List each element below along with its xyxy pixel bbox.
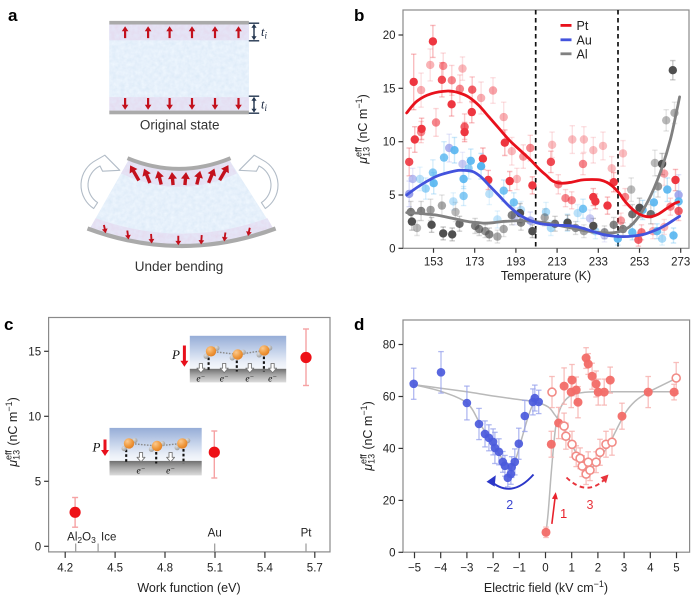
svg-text:1: 1 — [568, 563, 574, 575]
svg-text:3: 3 — [621, 563, 627, 575]
svg-text:Al2O3: Al2O3 — [67, 532, 96, 546]
svg-text:e−: e− — [137, 465, 146, 477]
svg-text:5: 5 — [35, 476, 41, 488]
svg-text:0: 0 — [35, 541, 41, 553]
svg-text:Pt: Pt — [577, 19, 589, 33]
svg-text:4.5: 4.5 — [107, 562, 123, 574]
svg-text:5.4: 5.4 — [257, 562, 274, 574]
svg-text:Under bending: Under bending — [135, 259, 224, 274]
svg-text:10: 10 — [383, 137, 396, 149]
svg-text:5.7: 5.7 — [307, 562, 323, 574]
svg-text:0: 0 — [389, 243, 395, 255]
svg-text:ti: ti — [261, 98, 267, 114]
svg-text:233: 233 — [589, 256, 608, 268]
svg-text:173: 173 — [465, 256, 484, 268]
svg-text:e−: e− — [166, 465, 175, 477]
svg-text:μ13eff (nC m−1): μ13eff (nC m−1) — [4, 397, 22, 468]
svg-text:5: 5 — [389, 190, 395, 202]
svg-text:10: 10 — [28, 411, 41, 423]
svg-text:e−: e− — [268, 373, 277, 385]
svg-text:4.8: 4.8 — [157, 562, 173, 574]
svg-text:−2: −2 — [487, 563, 500, 575]
svg-text:15: 15 — [28, 346, 41, 358]
svg-text:1: 1 — [560, 506, 567, 521]
svg-text:Pt: Pt — [301, 528, 313, 540]
svg-text:a: a — [8, 6, 18, 25]
svg-text:Electric field (kV cm−1): Electric field (kV cm−1) — [484, 579, 608, 595]
svg-text:P: P — [171, 347, 180, 362]
svg-text:0: 0 — [542, 563, 548, 575]
svg-text:153: 153 — [424, 256, 443, 268]
svg-text:e−: e− — [220, 373, 229, 385]
svg-text:2: 2 — [506, 498, 513, 512]
svg-text:20: 20 — [383, 495, 396, 507]
svg-text:40: 40 — [383, 443, 396, 455]
svg-text:ti: ti — [261, 25, 267, 41]
svg-text:2: 2 — [595, 563, 601, 575]
svg-text:Temperature (K): Temperature (K) — [501, 269, 591, 283]
svg-text:4: 4 — [647, 563, 654, 575]
svg-text:Original state: Original state — [140, 118, 220, 133]
svg-text:e−: e− — [245, 373, 254, 385]
svg-text:Work function (eV): Work function (eV) — [137, 581, 240, 595]
svg-text:4.2: 4.2 — [57, 562, 73, 574]
svg-text:273: 273 — [671, 256, 690, 268]
svg-text:−1: −1 — [513, 563, 526, 575]
svg-text:3: 3 — [587, 498, 594, 512]
svg-text:P: P — [92, 440, 101, 455]
svg-text:Ice: Ice — [101, 532, 116, 544]
svg-text:193: 193 — [506, 256, 525, 268]
svg-text:80: 80 — [383, 340, 396, 352]
svg-text:−5: −5 — [408, 563, 421, 575]
svg-text:213: 213 — [548, 256, 567, 268]
svg-text:Al: Al — [577, 47, 588, 61]
svg-text:60: 60 — [383, 392, 396, 404]
svg-text:−4: −4 — [434, 563, 448, 575]
svg-text:5: 5 — [673, 563, 679, 575]
svg-text:e−: e− — [196, 373, 205, 385]
svg-text:Au: Au — [577, 33, 592, 47]
svg-text:d: d — [354, 315, 364, 334]
svg-text:μ13eff (nC m−1): μ13eff (nC m−1) — [359, 401, 377, 472]
svg-text:−3: −3 — [460, 563, 473, 575]
svg-text:253: 253 — [630, 256, 649, 268]
svg-text:b: b — [354, 6, 364, 25]
svg-text:5.1: 5.1 — [207, 562, 223, 574]
svg-text:c: c — [4, 315, 13, 334]
svg-text:μ13eff (nC m−1): μ13eff (nC m−1) — [354, 94, 372, 165]
svg-text:20: 20 — [383, 30, 396, 42]
svg-text:15: 15 — [383, 83, 396, 95]
svg-text:Au: Au — [208, 528, 222, 540]
svg-text:0: 0 — [389, 547, 395, 559]
